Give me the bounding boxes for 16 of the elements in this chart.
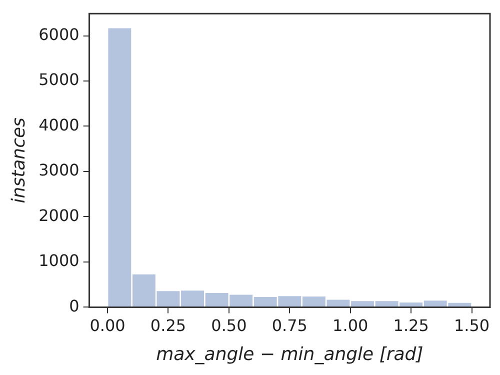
- x-tick-label: 0.00: [90, 316, 126, 335]
- y-tick-label: 2000: [38, 206, 80, 225]
- y-tick-label: 1000: [38, 251, 80, 270]
- y-tick-label: 3000: [38, 160, 80, 180]
- x-tick-label: 1.25: [393, 316, 429, 335]
- y-tick-label: 4000: [38, 115, 80, 134]
- x-tick-label: 1.50: [454, 316, 490, 335]
- x-tick-label: 0.75: [272, 316, 308, 335]
- y-axis-title: instances: [8, 118, 30, 204]
- y-tick-label: 0: [69, 296, 80, 316]
- x-axis-title: max_angle − min_angle [rad]: [156, 344, 424, 365]
- y-tick-label: 5000: [38, 70, 80, 90]
- x-tick-label: 0.50: [211, 316, 247, 335]
- y-tick-label: 6000: [38, 24, 80, 44]
- x-tick-label: 1.00: [332, 316, 368, 335]
- x-tick-label: 0.25: [150, 316, 186, 335]
